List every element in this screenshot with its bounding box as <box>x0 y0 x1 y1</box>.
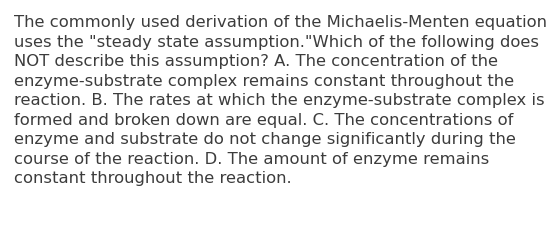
Text: The commonly used derivation of the Michaelis-Menten equation
uses the "steady s: The commonly used derivation of the Mich… <box>14 15 547 186</box>
